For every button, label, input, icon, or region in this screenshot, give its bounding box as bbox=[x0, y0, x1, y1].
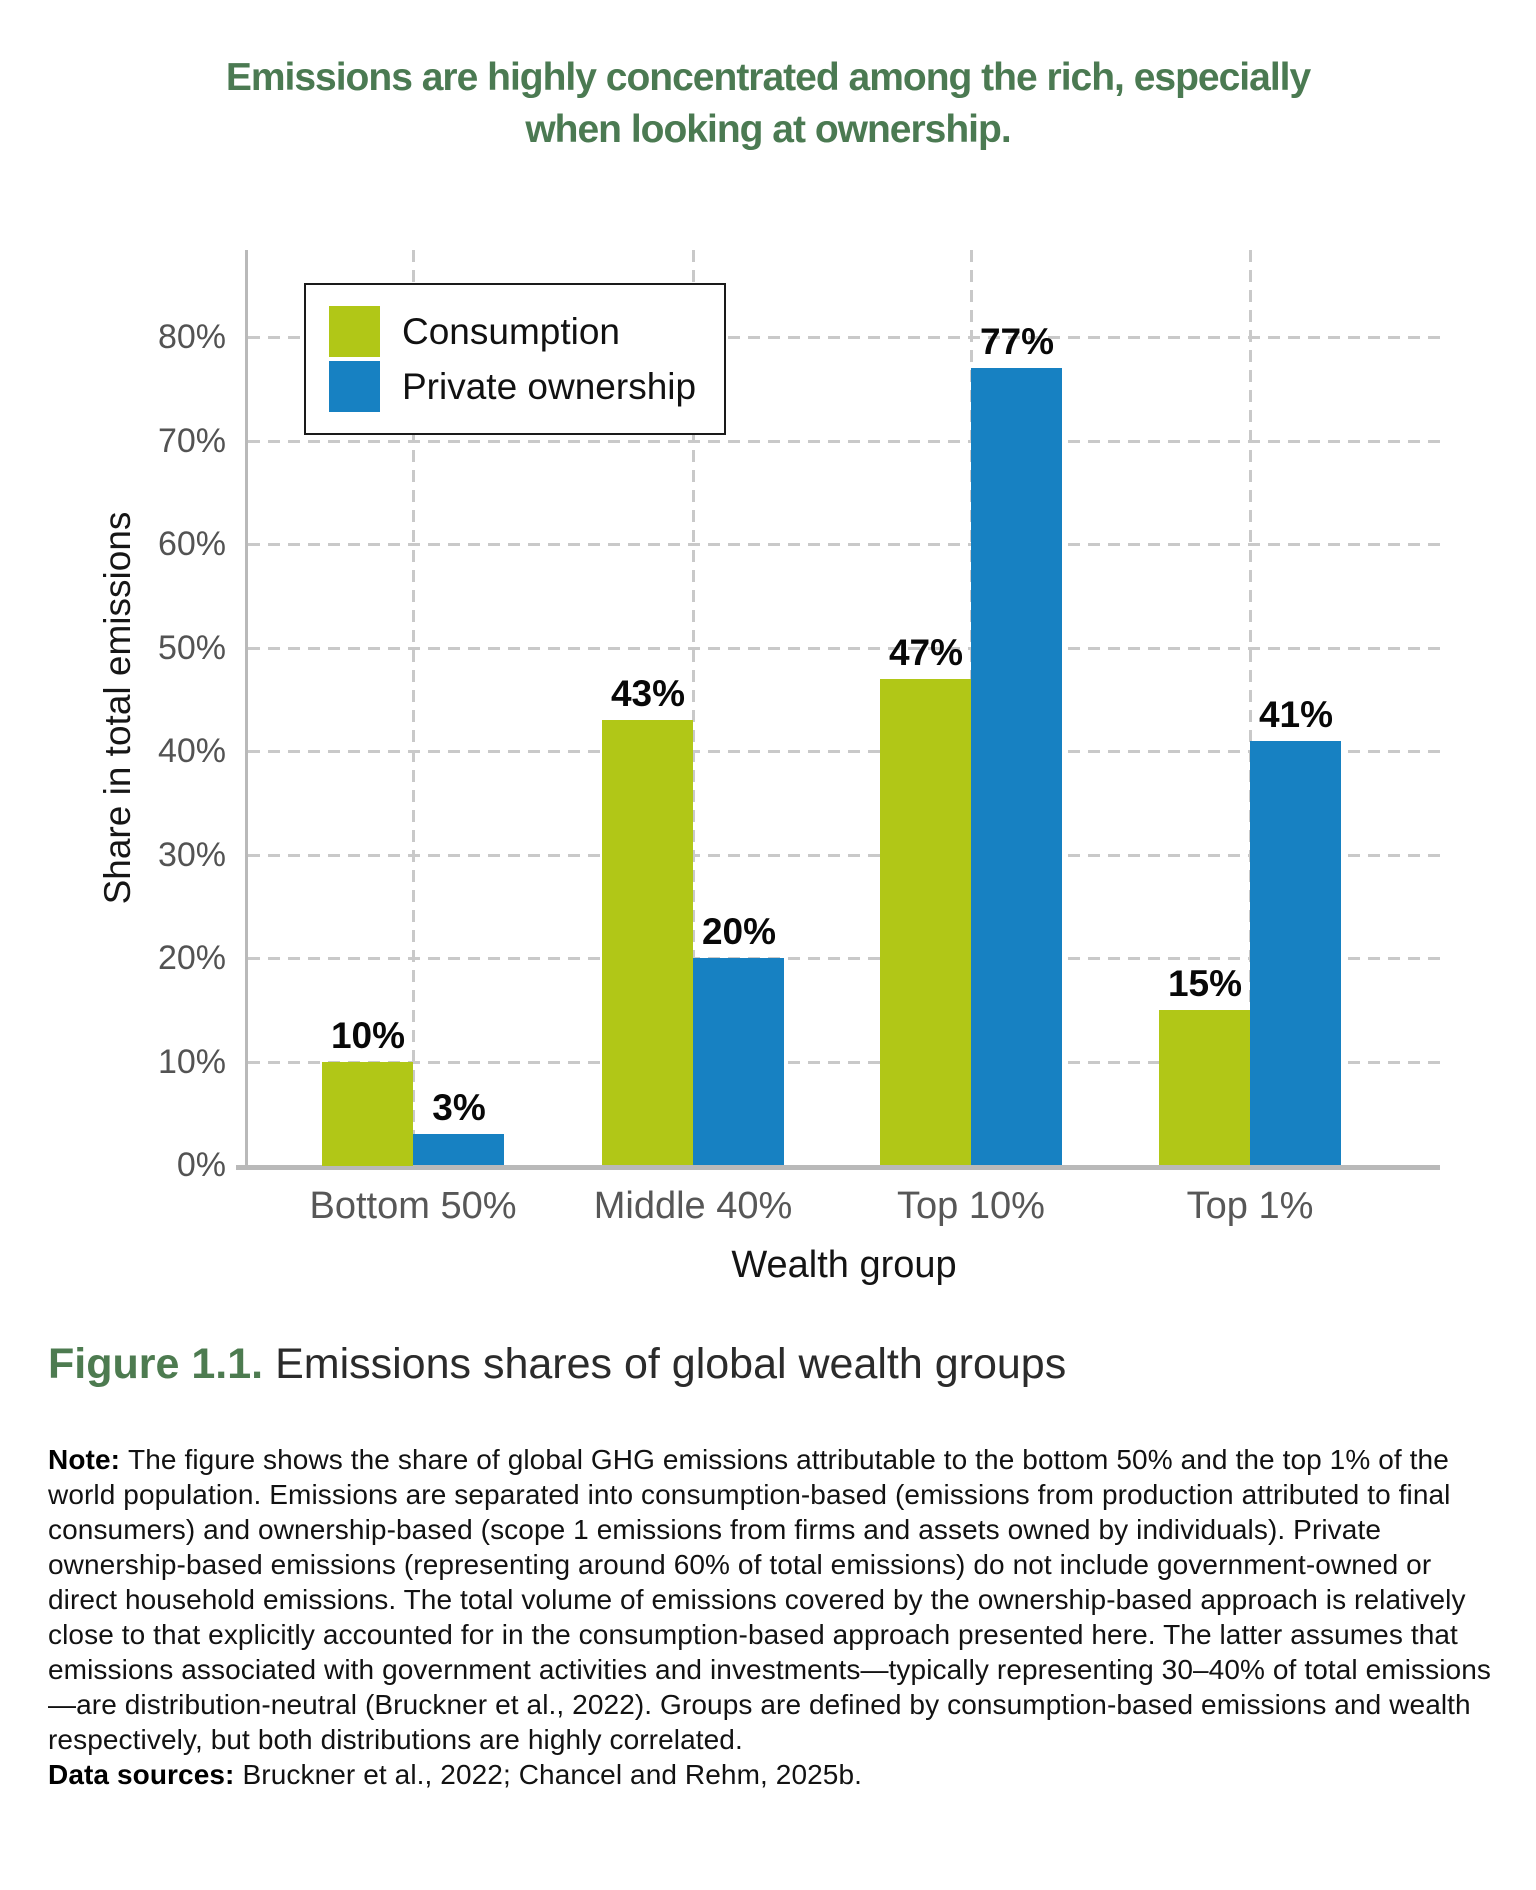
y-tick-label-30: 30% bbox=[157, 836, 226, 874]
y-tick-label-10: 10% bbox=[157, 1043, 226, 1081]
y-axis-line bbox=[245, 250, 248, 1170]
bar-value-label-private-ownership-bottom-50: 3% bbox=[432, 1087, 486, 1128]
legend-label-private-ownership: Private ownership bbox=[402, 365, 697, 407]
bar-consumption-top-1 bbox=[1159, 1010, 1250, 1165]
consumption-swatch bbox=[329, 306, 380, 357]
figure-caption-number: Figure 1.1. bbox=[48, 1340, 264, 1388]
bar-value-label-private-ownership-middle-40: 20% bbox=[701, 911, 777, 952]
data-sources-paragraph: Data sources: Bruckner et al., 2022; Chan… bbox=[48, 1757, 1504, 1792]
x-tick-label-middle-40: Middle 40% bbox=[593, 1185, 793, 1227]
bar-consumption-top-10 bbox=[880, 679, 971, 1165]
horizontal-gridline-70 bbox=[248, 440, 1440, 443]
private-ownership-swatch bbox=[329, 361, 380, 412]
data-sources-label: Data sources: bbox=[48, 1759, 235, 1790]
figure-note: Note: The figure shows the share of globa… bbox=[48, 1442, 1504, 1792]
note-label: Note: bbox=[48, 1444, 121, 1475]
horizontal-gridline-20 bbox=[248, 957, 1440, 960]
bar-consumption-middle-40 bbox=[602, 720, 693, 1165]
bar-private-ownership-top-10 bbox=[971, 368, 1062, 1165]
bar-value-label-consumption-top-10: 47% bbox=[888, 632, 964, 673]
bar-private-ownership-top-1 bbox=[1250, 741, 1341, 1165]
y-tick-label-50: 50% bbox=[157, 629, 226, 667]
chart-title: Emissions are highly concentrated among … bbox=[0, 52, 1536, 156]
note-paragraph: Note: The figure shows the share of globa… bbox=[48, 1442, 1504, 1757]
x-tick-label-top-10: Top 10% bbox=[897, 1185, 1045, 1227]
note-text: The figure shows the share of global GHG… bbox=[48, 1444, 1491, 1755]
y-tick-label-80: 80% bbox=[157, 318, 226, 356]
bar-value-label-consumption-bottom-50: 10% bbox=[330, 1015, 406, 1056]
figure-caption: Figure 1.1. Emissions shares of global we… bbox=[48, 1336, 1508, 1392]
bar-private-ownership-bottom-50 bbox=[413, 1134, 504, 1165]
data-sources-text: Bruckner et al., 2022; Chancel and Rehm,… bbox=[242, 1759, 863, 1790]
y-tick-label-60: 60% bbox=[157, 525, 226, 563]
legend-item-private-ownership: Private ownership bbox=[329, 361, 724, 412]
figure-caption-text: Emissions shares of global wealth groups bbox=[275, 1340, 1067, 1388]
y-axis-title: Share in total emissions bbox=[97, 511, 138, 905]
bar-value-label-private-ownership-top-10: 77% bbox=[979, 321, 1055, 362]
chart-title-line1: Emissions are highly concentrated among … bbox=[225, 56, 1311, 99]
y-tick-label-20: 20% bbox=[157, 939, 226, 977]
vertical-gridline-middle-40 bbox=[692, 250, 695, 1165]
y-tick-label-70: 70% bbox=[157, 422, 226, 460]
horizontal-gridline-60 bbox=[248, 543, 1440, 546]
x-tick-label-bottom-50: Bottom 50% bbox=[309, 1185, 517, 1227]
x-axis-line bbox=[236, 1165, 1440, 1170]
y-tick-label-0: 0% bbox=[176, 1146, 226, 1184]
bar-value-label-consumption-top-1: 15% bbox=[1167, 963, 1243, 1004]
legend-item-consumption: Consumption bbox=[329, 306, 724, 357]
horizontal-gridline-10 bbox=[248, 1061, 1440, 1064]
horizontal-gridline-50 bbox=[248, 647, 1440, 650]
legend: Consumption Private ownership bbox=[304, 283, 726, 435]
bar-consumption-bottom-50 bbox=[322, 1062, 413, 1166]
horizontal-gridline-30 bbox=[248, 854, 1440, 857]
bar-value-label-private-ownership-top-1: 41% bbox=[1258, 694, 1334, 735]
bar-value-label-consumption-middle-40: 43% bbox=[610, 673, 686, 714]
horizontal-gridline-80 bbox=[248, 336, 1440, 339]
vertical-gridline-top-1 bbox=[1249, 250, 1252, 1165]
chart-title-line2: when looking at ownership. bbox=[525, 108, 1011, 151]
x-tick-label-top-1: Top 1% bbox=[1186, 1185, 1314, 1227]
vertical-gridline-bottom-50 bbox=[412, 250, 415, 1165]
bar-private-ownership-middle-40 bbox=[693, 958, 784, 1165]
x-axis-title: Wealth group bbox=[731, 1244, 957, 1286]
y-tick-label-40: 40% bbox=[157, 732, 226, 770]
horizontal-gridline-40 bbox=[248, 750, 1440, 753]
legend-label-consumption: Consumption bbox=[402, 310, 621, 352]
